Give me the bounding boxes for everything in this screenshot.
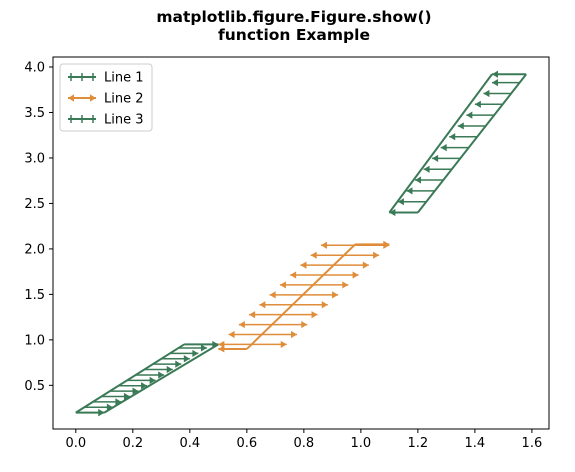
y-tick-label: 2.5	[24, 197, 45, 212]
arrow-head	[352, 271, 359, 279]
arrow-head	[300, 261, 307, 269]
legend-entry-1: Line 1	[68, 71, 144, 86]
legend-label: Line 2	[104, 92, 144, 107]
x-tick-label: 0.0	[65, 436, 86, 451]
arrow-head	[98, 409, 105, 417]
legend-entry-2: Line 2	[68, 92, 144, 107]
x-tick-label: 1.4	[465, 436, 486, 451]
series-line	[417, 73, 527, 214]
arrow-head	[212, 340, 219, 349]
chart-title-line-2: function Example	[218, 26, 370, 44]
arrow-head	[466, 111, 473, 119]
legend-label: Line 1	[104, 71, 144, 86]
arrow-head	[423, 165, 430, 173]
arrow-head	[228, 330, 235, 339]
arrow-head	[183, 355, 190, 363]
arrow-head	[483, 89, 490, 98]
x-tick-label: 1.2	[408, 436, 429, 451]
arrow-head	[406, 187, 413, 195]
arrow-head	[269, 291, 276, 299]
series-2	[218, 240, 390, 353]
x-tick-label: 0.6	[236, 436, 257, 451]
arrow-head	[397, 198, 404, 206]
y-tick-label: 0.5	[24, 379, 45, 394]
series-edge	[388, 73, 493, 214]
y-tick-label: 3.0	[24, 151, 45, 166]
x-tick-label: 0.4	[179, 436, 200, 451]
arrow-head	[415, 176, 422, 184]
axes-frame	[52, 56, 550, 430]
arrow-head	[310, 251, 317, 259]
arrow-head	[290, 271, 297, 279]
arrow-head	[158, 371, 165, 379]
series-3	[388, 70, 527, 217]
arrow-head	[474, 100, 481, 108]
series-1	[75, 340, 219, 417]
y-tick-label: 3.5	[24, 106, 45, 121]
x-tick-label: 1.6	[522, 436, 543, 451]
arrow-head	[200, 344, 207, 352]
arrow-head	[149, 376, 156, 384]
legend-label: Line 3	[104, 113, 144, 128]
series-edge	[103, 343, 219, 414]
x-tick-label: 1.0	[351, 436, 372, 451]
y-tick-label: 1.5	[24, 288, 45, 303]
chart-title-line-1: matplotlib.figure.Figure.show()	[156, 8, 431, 26]
legend: Line 1 Line 2 Line 3	[59, 63, 153, 132]
arrow-head	[279, 281, 286, 289]
arrow-head	[491, 70, 498, 78]
arrow-head	[238, 320, 245, 329]
plot-area	[75, 70, 527, 417]
arrow-head	[440, 143, 447, 152]
arrow-head	[166, 365, 173, 374]
series-line	[246, 243, 356, 350]
arrow-head	[249, 311, 256, 319]
arrow-head	[141, 382, 148, 390]
x-tick-label: 0.2	[122, 436, 143, 451]
legend-arrow-head	[68, 94, 74, 102]
arrow-head	[123, 392, 130, 401]
arrow-head	[311, 311, 318, 319]
arrow-head	[321, 301, 328, 309]
arrow-head	[457, 122, 464, 130]
y-tick-label: 1.0	[24, 333, 45, 348]
arrow-head	[259, 301, 266, 309]
arrow-head	[115, 398, 122, 406]
arrow-head	[301, 320, 308, 329]
y-tick-label: 2.0	[24, 242, 45, 257]
legend-box	[59, 63, 153, 132]
arrow-head	[332, 291, 339, 299]
arrow-head	[280, 340, 287, 349]
arrow-head	[491, 79, 498, 87]
arrow-head	[342, 281, 349, 289]
arrow-head	[449, 133, 456, 141]
arrow-head	[132, 387, 139, 395]
arrow-head	[320, 241, 327, 249]
axes-ticks: 0.0 0.2 0.4 0.6 0.8 1.0 1.2 1.4 1.6 0.5 1.0 1.5 2.0 2…	[24, 61, 542, 451]
x-tick-label: 0.8	[294, 436, 315, 451]
arrow-head	[175, 360, 182, 368]
legend-entry-3: Line 3	[68, 113, 144, 128]
arrow-head	[432, 154, 439, 163]
arrow-head	[218, 340, 225, 349]
y-tick-label: 4.0	[24, 61, 45, 76]
arrow-head	[218, 345, 225, 353]
arrow-head	[373, 251, 380, 259]
arrow-head	[291, 330, 298, 339]
arrow-head	[383, 240, 390, 248]
legend-arrow-head	[90, 94, 96, 102]
arrow-head	[362, 261, 369, 269]
arrow-head	[192, 349, 199, 358]
